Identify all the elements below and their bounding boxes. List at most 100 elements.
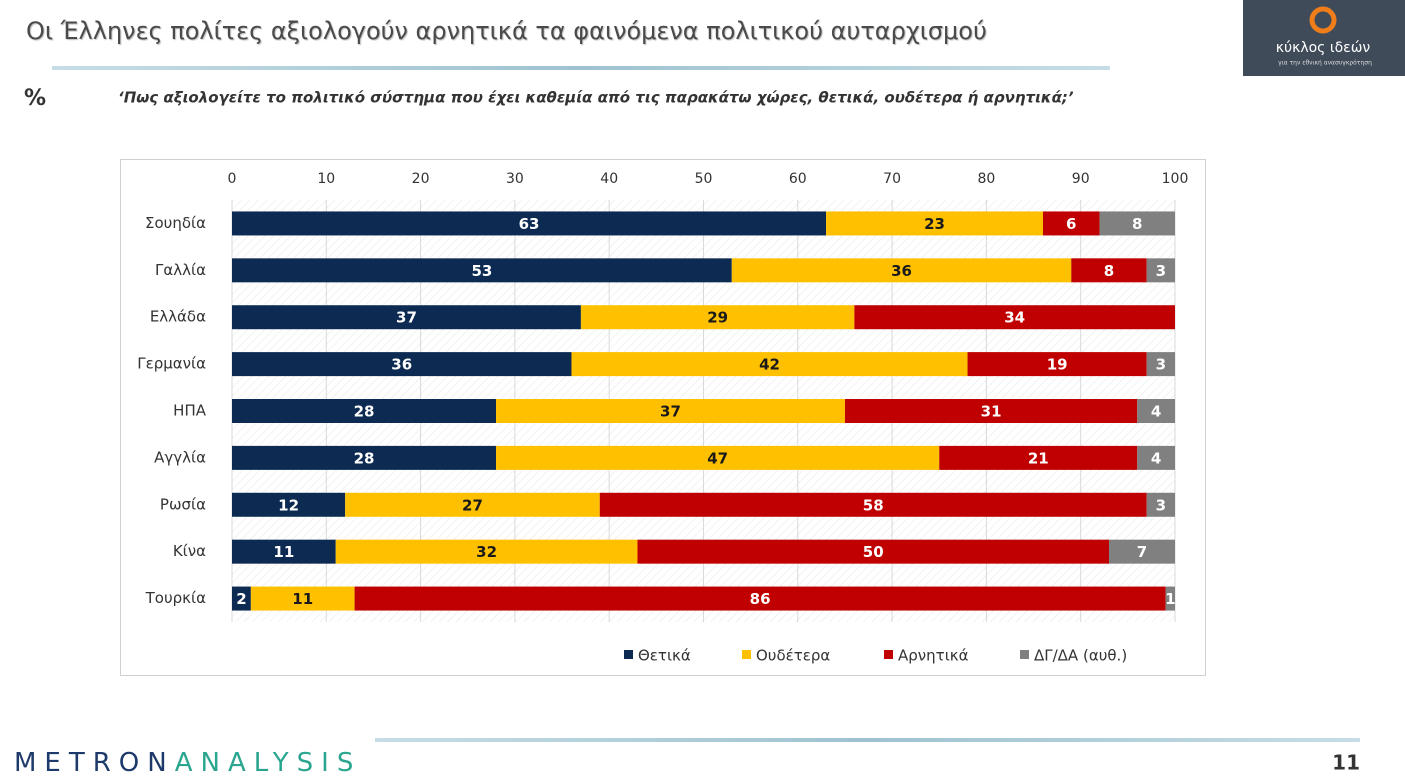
data-label: 12 (278, 496, 299, 514)
page-number: 11 (1332, 751, 1360, 775)
y-tick-label: Ελλάδα (150, 308, 206, 326)
bar-segment (731, 258, 1072, 283)
bar-segment (232, 352, 572, 377)
logo-box (1243, 0, 1405, 76)
data-label: 2 (236, 590, 246, 608)
bar-segment (1108, 539, 1175, 564)
bar-segment (335, 539, 638, 564)
x-tick-label: 20 (412, 171, 430, 187)
x-tick-label: 60 (789, 171, 807, 187)
legend-label: Θετικά (638, 647, 691, 665)
x-tick-label: 50 (695, 171, 713, 187)
data-label: 11 (273, 543, 294, 561)
bar-segment (939, 445, 1138, 470)
data-label: 27 (462, 496, 483, 514)
data-label: 86 (750, 590, 771, 608)
bar-segment (580, 305, 855, 330)
x-tick-label: 100 (1162, 171, 1189, 187)
logo-icon (1309, 6, 1337, 34)
subtitle: ‘Πως αξιολογείτε το πολιτικό σύστημα που… (118, 89, 1074, 107)
bar-segment (1042, 211, 1100, 236)
data-label: 28 (354, 449, 375, 467)
data-label: 11 (292, 590, 313, 608)
x-tick-label: 10 (317, 171, 335, 187)
y-tick-label: Γαλλία (155, 261, 206, 279)
data-label: 8 (1132, 215, 1142, 233)
slide-title: Οι Έλληνες πολίτες αξιολογούν αρνητικά τ… (26, 17, 987, 45)
data-label: 3 (1156, 496, 1166, 514)
bar-segment (250, 586, 355, 611)
bar-segment (232, 305, 581, 330)
data-label: 63 (519, 215, 540, 233)
bar-segment (1071, 258, 1147, 283)
y-tick-label: Ρωσία (160, 495, 206, 513)
y-tick-label: Τουρκία (145, 589, 206, 607)
x-tick-label: 30 (506, 171, 524, 187)
legend-swatch (884, 650, 893, 659)
footer-brand: METRONANALYSIS (14, 748, 361, 778)
bar-segment (637, 539, 1109, 564)
legend-swatch (742, 650, 751, 659)
data-label: 36 (391, 356, 412, 374)
x-tick-label: 40 (600, 171, 618, 187)
data-label: 29 (707, 309, 728, 327)
data-label: 36 (891, 262, 912, 280)
data-label: 8 (1104, 262, 1114, 280)
data-label: 1 (1165, 590, 1175, 608)
data-label: 47 (707, 449, 728, 467)
y-tick-label: ΗΠΑ (173, 402, 207, 420)
data-label: 28 (354, 403, 375, 421)
bar-segment (232, 445, 497, 470)
bar-segment (232, 399, 497, 423)
brand-first: METRON (14, 748, 175, 778)
unit-label: % (24, 86, 46, 111)
data-label: 31 (981, 403, 1002, 421)
bar-segment (1146, 352, 1175, 377)
bar-segment (844, 399, 1138, 423)
bar-segment (571, 352, 968, 377)
data-label: 3 (1156, 262, 1166, 280)
bar-segment (496, 399, 845, 423)
bar-segment (1137, 445, 1175, 470)
bar-segment (345, 492, 600, 517)
bar-segment (599, 492, 1147, 517)
bar-segment (232, 586, 251, 611)
logo-name: κύκλος ιδεών (1276, 40, 1371, 56)
x-tick-label: 90 (1072, 171, 1090, 187)
data-label: 58 (863, 496, 884, 514)
y-tick-label: Σουηδία (145, 214, 206, 232)
logo: κύκλος ιδεών για την εθνική ανασυγκρότησ… (1243, 0, 1405, 76)
bar-segment (1146, 492, 1175, 517)
y-tick-label: Γερμανία (137, 355, 206, 373)
bar-segment (354, 586, 1166, 611)
x-tick-label: 70 (883, 171, 901, 187)
legend-swatch (1020, 650, 1029, 659)
logo-tagline: για την εθνική ανασυγκρότηση (1278, 60, 1372, 67)
data-label: 34 (1004, 309, 1025, 327)
data-label: 32 (476, 543, 497, 561)
y-tick-label: Αγγλία (154, 448, 206, 466)
bar-segment (826, 211, 1043, 236)
bar-segment (1165, 586, 1175, 611)
legend-label: Ουδέτερα (756, 647, 830, 665)
bar-segment (1146, 258, 1175, 283)
brand-second: ANALYSIS (175, 748, 362, 778)
data-label: 19 (1047, 356, 1068, 374)
data-label: 4 (1151, 449, 1161, 467)
bar-segment (232, 492, 346, 517)
data-label: 37 (396, 309, 417, 327)
data-label: 3 (1156, 356, 1166, 374)
legend-label: Αρνητικά (898, 647, 969, 665)
data-label: 42 (759, 356, 780, 374)
data-label: 53 (471, 262, 492, 280)
data-label: 6 (1066, 215, 1076, 233)
bar-segment (232, 211, 827, 236)
data-label: 4 (1151, 403, 1161, 421)
data-label: 23 (924, 215, 945, 233)
bar-segment (854, 305, 1175, 330)
bar-segment (967, 352, 1147, 377)
legend-swatch (624, 650, 633, 659)
data-label: 50 (863, 543, 884, 561)
